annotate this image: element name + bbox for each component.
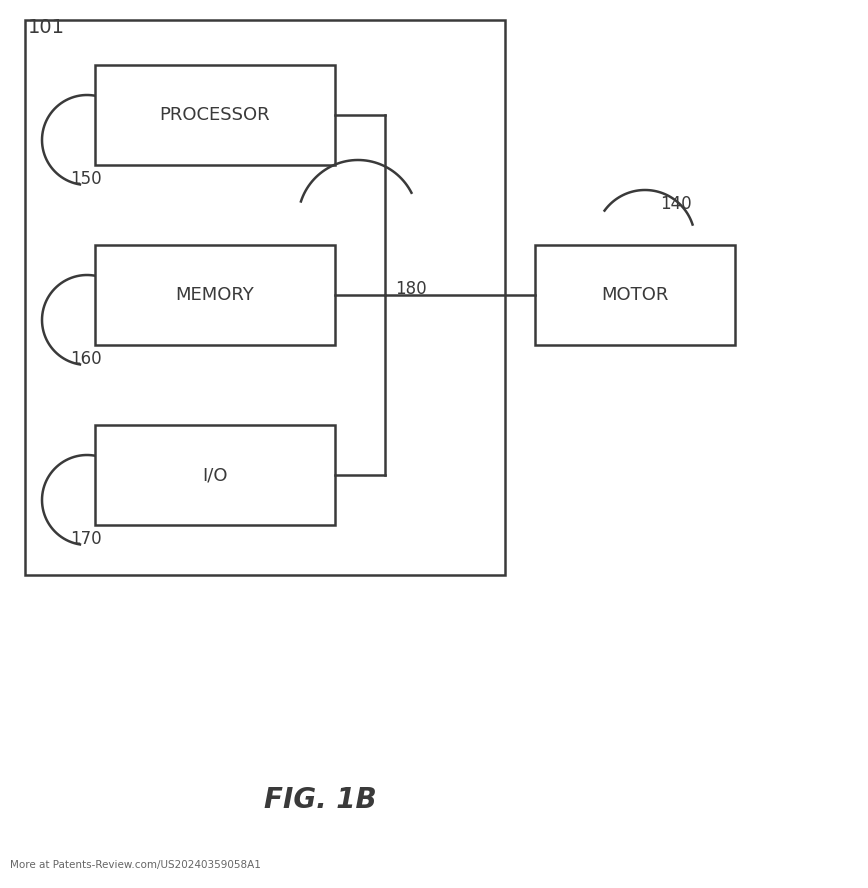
- Text: More at Patents-Review.com/US20240359058A1: More at Patents-Review.com/US20240359058…: [10, 860, 261, 870]
- Text: PROCESSOR: PROCESSOR: [160, 106, 270, 124]
- Text: 170: 170: [70, 530, 102, 548]
- Bar: [25, 20, 505, 575]
- Text: MEMORY: MEMORY: [175, 286, 254, 304]
- Text: 160: 160: [70, 350, 102, 368]
- Bar: [535, 245, 735, 345]
- Bar: [95, 245, 335, 345]
- Bar: [95, 425, 335, 525]
- Text: 180: 180: [395, 280, 427, 298]
- Text: 101: 101: [28, 18, 65, 37]
- Bar: [95, 65, 335, 165]
- Text: I/O: I/O: [202, 466, 227, 484]
- Text: 150: 150: [70, 170, 102, 188]
- Text: MOTOR: MOTOR: [602, 286, 668, 304]
- Text: 140: 140: [660, 195, 692, 213]
- Text: FIG. 1B: FIG. 1B: [264, 786, 377, 814]
